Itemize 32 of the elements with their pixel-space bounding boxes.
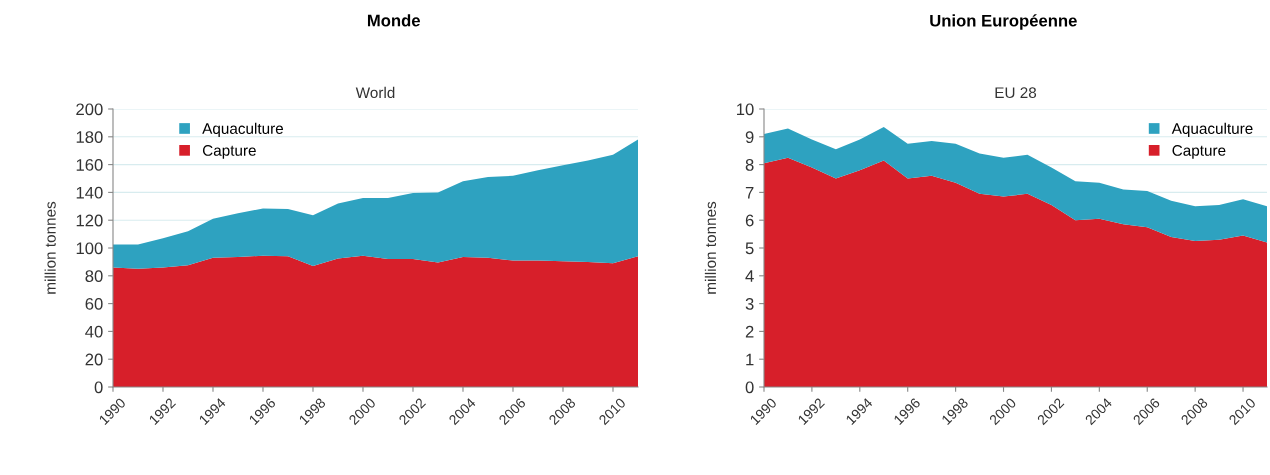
y-tick-label: 1	[746, 353, 754, 366]
y-tick-label: 100	[76, 242, 103, 255]
y-tick-label: 10	[737, 103, 754, 116]
y-tick-label: 3	[745, 298, 754, 310]
legend-label: Aquaculture	[1171, 122, 1253, 137]
legend-label: Capture	[1172, 145, 1226, 159]
y-tick-label: 5	[745, 242, 754, 255]
chart-subtitle: EU 28	[995, 87, 1037, 99]
legend-label: Aquaculture	[202, 122, 284, 137]
y-tick-label: 80	[85, 270, 103, 282]
y-tick-label: 0	[745, 381, 754, 394]
y-tick-label: 9	[745, 131, 754, 143]
y-tick-label: 4	[745, 270, 754, 282]
y-tick-label: 8	[745, 159, 754, 171]
y-tick-label: 7	[745, 186, 754, 199]
y-axis-title: million tonnes	[704, 201, 717, 294]
y-tick-label: 6	[745, 214, 754, 227]
y-tick-label: 0	[94, 381, 103, 394]
y-tick-label: 140	[76, 186, 103, 199]
y-tick-label: 2	[745, 325, 754, 338]
y-tick-label: 180	[76, 131, 103, 143]
y-tick-label: 120	[76, 214, 103, 227]
chart-title: Union Européenne	[930, 14, 1077, 30]
chart-title: Monde	[367, 14, 420, 27]
y-tick-label: 160	[76, 159, 103, 171]
y-axis-title: million tonnes	[44, 201, 56, 294]
y-tick-label: 60	[85, 298, 103, 310]
y-tick-label: 40	[85, 325, 103, 338]
y-tick-label: 200	[76, 103, 103, 116]
chart-subtitle: World	[355, 86, 395, 99]
legend-label: Capture	[202, 145, 256, 159]
y-tick-label: 20	[85, 353, 103, 366]
